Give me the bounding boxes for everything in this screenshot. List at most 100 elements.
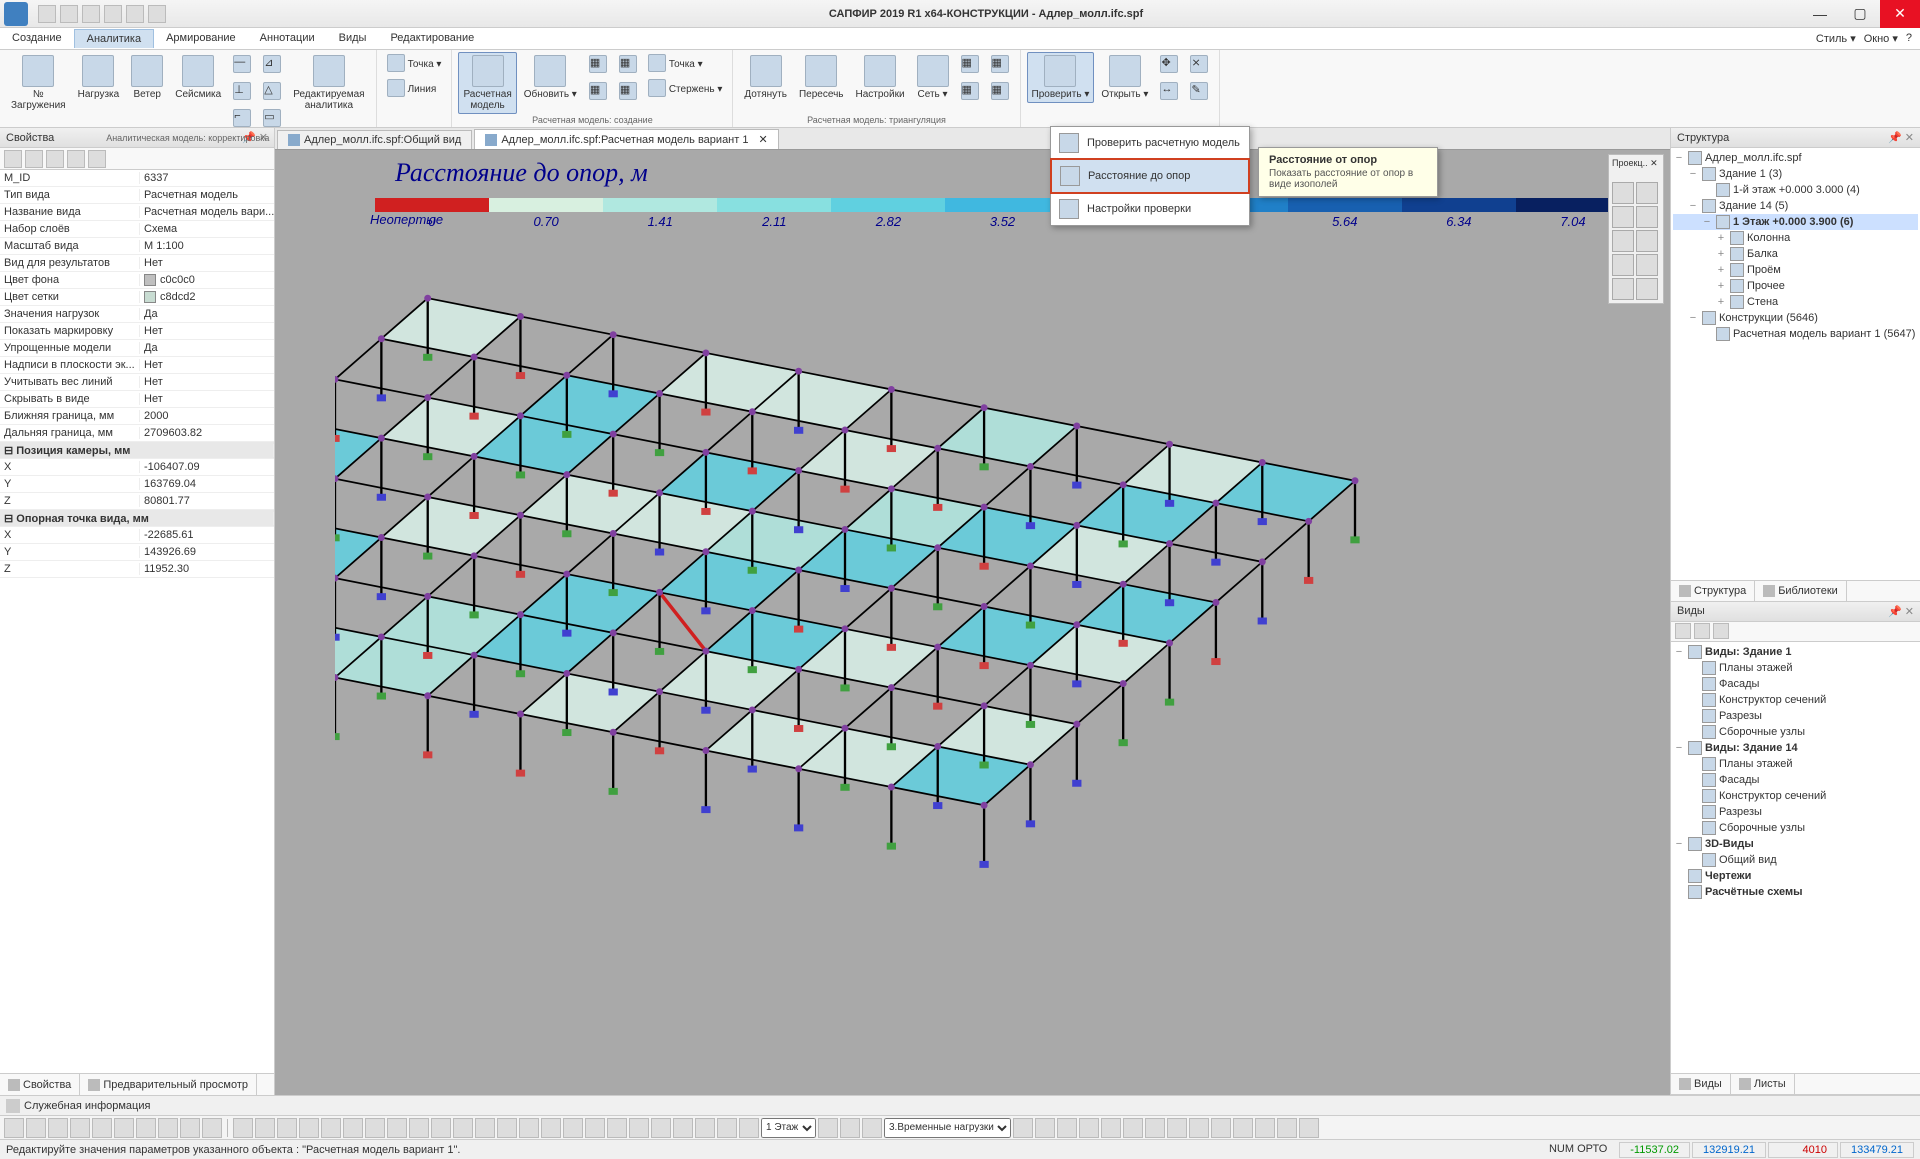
prop-row[interactable]: Цвет сеткиc8dcd2 — [0, 289, 274, 306]
tree-node[interactable]: Разрезы — [1673, 708, 1918, 724]
tree-node[interactable]: Расчетная модель вариант 1 (5647) — [1673, 326, 1918, 342]
ribbon-tab-4[interactable]: Виды — [327, 29, 379, 48]
panel-tab[interactable]: Листы — [1731, 1074, 1795, 1094]
vt-8-icon[interactable] — [1636, 254, 1658, 276]
tree-node[interactable]: Разрезы — [1673, 804, 1918, 820]
ribbon-tab-3[interactable]: Аннотации — [248, 29, 327, 48]
tree-node[interactable]: Сборочные узлы — [1673, 820, 1918, 836]
btool4-12-icon[interactable] — [1277, 1118, 1297, 1138]
ribbon-small-btn[interactable]: ▭ — [258, 106, 286, 132]
prop-row[interactable]: Показать маркировкуНет — [0, 323, 274, 340]
ribbon-btn[interactable]: Нагрузка — [73, 52, 125, 103]
tree-node[interactable]: −Здание 14 (5) — [1673, 198, 1918, 214]
tree-node[interactable]: Сборочные узлы — [1673, 724, 1918, 740]
btool2-16-icon[interactable] — [585, 1118, 605, 1138]
ribbon-small-btn[interactable]: ▦ — [584, 52, 612, 78]
ribbon-btn[interactable]: Ветер — [126, 52, 168, 103]
btool2-3-icon[interactable] — [299, 1118, 319, 1138]
window-menu[interactable]: Окно ▾ — [1864, 32, 1898, 45]
left-tab[interactable]: Свойства — [0, 1074, 80, 1095]
btool2-21-icon[interactable] — [695, 1118, 715, 1138]
prop-row[interactable]: Тип видаРасчетная модель — [0, 187, 274, 204]
tree-node[interactable]: −1 Этаж +0.000 3.900 (6) — [1673, 214, 1918, 230]
ribbon-tab-0[interactable]: Создание — [0, 29, 74, 48]
btool-3-icon[interactable] — [70, 1118, 90, 1138]
btool-8-icon[interactable] — [180, 1118, 200, 1138]
ribbon-small-btn[interactable]: ⨯ — [1185, 52, 1213, 78]
tree-node[interactable]: −Виды: Здание 1 — [1673, 644, 1918, 660]
tree-node[interactable]: +Колонна — [1673, 230, 1918, 246]
tree-node[interactable]: Планы этажей — [1673, 660, 1918, 676]
ribbon-small-btn[interactable]: ✥ — [1155, 52, 1183, 78]
vt-4-icon[interactable] — [1636, 206, 1658, 228]
prop-tool-2-icon[interactable] — [25, 150, 43, 168]
btool2-4-icon[interactable] — [321, 1118, 341, 1138]
btool2-19-icon[interactable] — [651, 1118, 671, 1138]
btool2-7-icon[interactable] — [387, 1118, 407, 1138]
qat-save-icon[interactable] — [82, 5, 100, 23]
qat-open-icon[interactable] — [60, 5, 78, 23]
pin-icon[interactable]: 📌 ✕ — [1888, 605, 1914, 618]
btool-6-icon[interactable] — [136, 1118, 156, 1138]
prop-tool-1-icon[interactable] — [4, 150, 22, 168]
ribbon-btn[interactable]: Сеть ▾ — [912, 52, 954, 103]
btool4-4-icon[interactable] — [1101, 1118, 1121, 1138]
btool4-3-icon[interactable] — [1079, 1118, 1099, 1138]
btool2-18-icon[interactable] — [629, 1118, 649, 1138]
btool2-11-icon[interactable] — [475, 1118, 495, 1138]
tree-node[interactable]: 1-й этаж +0.000 3.000 (4) — [1673, 182, 1918, 198]
doc-tab[interactable]: Адлер_молл.ifc.spf:Общий вид — [277, 130, 472, 149]
btool2-6-icon[interactable] — [365, 1118, 385, 1138]
vt-5-icon[interactable] — [1612, 230, 1634, 252]
panel-tab[interactable]: Виды — [1671, 1074, 1731, 1094]
ribbon-small-btn[interactable]: Точка ▾ — [383, 52, 446, 76]
ribbon-btn[interactable]: Настройки — [851, 52, 910, 103]
prop-row[interactable]: Учитывать вес линийНет — [0, 374, 274, 391]
tree-node[interactable]: −Конструкции (5646) — [1673, 310, 1918, 326]
btool4-1-icon[interactable] — [1035, 1118, 1055, 1138]
views-tool-1-icon[interactable] — [1675, 623, 1691, 639]
ribbon-small-btn[interactable]: ▦ — [986, 52, 1014, 78]
prop-row[interactable]: Скрывать в видеНет — [0, 391, 274, 408]
tree-node[interactable]: Конструктор сечений — [1673, 692, 1918, 708]
prop-row[interactable]: Вид для результатовНет — [0, 255, 274, 272]
prop-row[interactable]: Надписи в плоскости эк...Нет — [0, 357, 274, 374]
ribbon-small-btn[interactable]: ⌐ — [228, 106, 256, 132]
btool4-0-icon[interactable] — [1013, 1118, 1033, 1138]
btool4-7-icon[interactable] — [1167, 1118, 1187, 1138]
prop-row[interactable]: Z11952.30 — [0, 561, 274, 578]
style-menu[interactable]: Стиль ▾ — [1816, 32, 1856, 45]
prop-row[interactable]: Масштаб видаM 1:100 — [0, 238, 274, 255]
ribbon-btn[interactable]: Сейсмика — [170, 52, 226, 103]
panel-tab[interactable]: Библиотеки — [1755, 581, 1847, 601]
prop-row[interactable]: Дальняя граница, мм2709603.82 — [0, 425, 274, 442]
close-button[interactable]: ✕ — [1880, 0, 1920, 28]
tree-node[interactable]: −Виды: Здание 14 — [1673, 740, 1918, 756]
btool-2-icon[interactable] — [48, 1118, 68, 1138]
ribbon-tab-5[interactable]: Редактирование — [378, 29, 486, 48]
btool2-8-icon[interactable] — [409, 1118, 429, 1138]
ribbon-btn[interactable]: Проверить ▾ — [1027, 52, 1095, 103]
btool4-2-icon[interactable] — [1057, 1118, 1077, 1138]
minimize-button[interactable]: — — [1800, 0, 1840, 28]
ribbon-small-btn[interactable]: ▦ — [956, 52, 984, 78]
btool-1-icon[interactable] — [26, 1118, 46, 1138]
prop-row[interactable]: Y143926.69 — [0, 544, 274, 561]
prop-tool-3-icon[interactable] — [46, 150, 64, 168]
ribbon-small-btn[interactable]: — — [228, 52, 256, 78]
tree-node[interactable]: Конструктор сечений — [1673, 788, 1918, 804]
ribbon-btn[interactable]: Открыть ▾ — [1096, 52, 1153, 103]
pin-icon[interactable]: 📌 ✕ — [1888, 131, 1914, 144]
btool4-9-icon[interactable] — [1211, 1118, 1231, 1138]
btool3-2-icon[interactable] — [862, 1118, 882, 1138]
btool2-20-icon[interactable] — [673, 1118, 693, 1138]
ribbon-btn[interactable]: Расчетнаямодель — [458, 52, 516, 114]
btool2-13-icon[interactable] — [519, 1118, 539, 1138]
load-select[interactable]: 3.Временные нагрузки — [884, 1118, 1011, 1138]
dropdown-item[interactable]: Настройки проверки — [1051, 193, 1249, 225]
btool2-15-icon[interactable] — [563, 1118, 583, 1138]
btool-4-icon[interactable] — [92, 1118, 112, 1138]
tree-node[interactable]: Фасады — [1673, 772, 1918, 788]
ribbon-small-btn[interactable]: ▦ — [614, 79, 642, 105]
ribbon-small-btn[interactable]: Линия — [383, 77, 446, 101]
